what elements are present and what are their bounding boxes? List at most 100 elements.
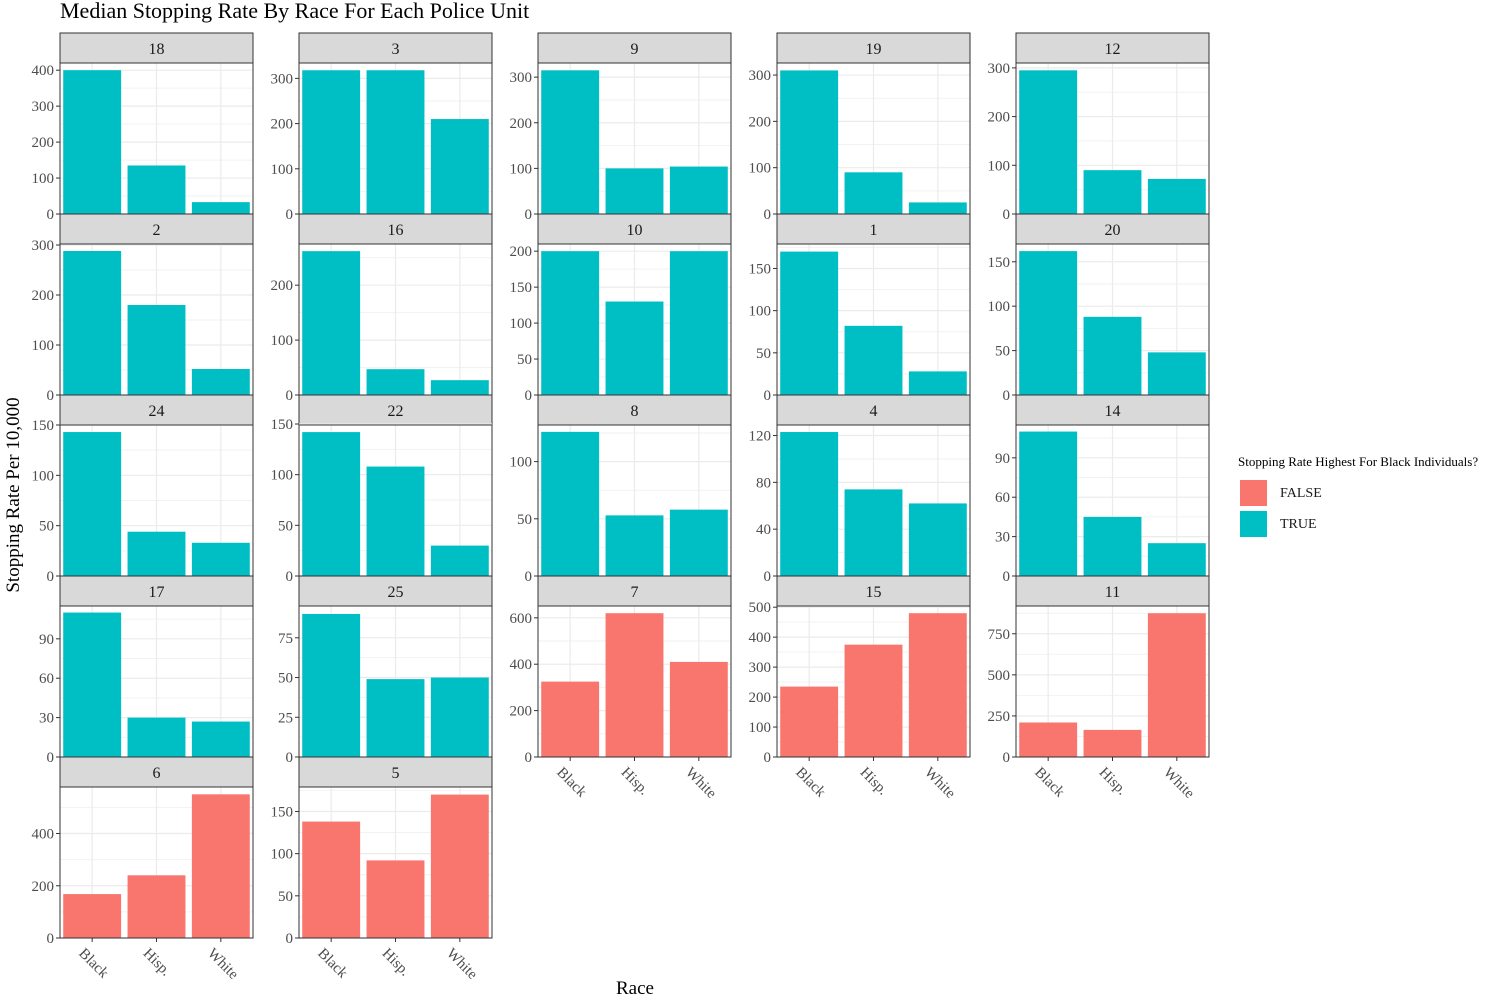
y-tick-label: 400 (510, 657, 533, 673)
facet-strip-label: 10 (627, 222, 643, 239)
bar-2-white (191, 369, 250, 395)
facet-strip-label: 1 (870, 222, 878, 239)
bar-10-black (541, 251, 600, 395)
bar-15-black (780, 686, 839, 757)
bar-9-white (669, 166, 728, 214)
y-tick-label: 100 (988, 158, 1011, 174)
y-tick-label: 0 (47, 388, 55, 404)
bar-18-white (191, 202, 250, 214)
y-tick-label: 50 (517, 352, 532, 368)
y-tick-label: 0 (47, 207, 55, 223)
y-tick-label: 200 (749, 114, 772, 130)
y-tick-label: 150 (988, 255, 1011, 271)
chart-title: Median Stopping Rate By Race For Each Po… (60, 0, 529, 23)
facet-strip-label: 7 (631, 584, 639, 601)
bar-11-black (1019, 722, 1078, 757)
facet-strip (298, 32, 493, 64)
y-tick-label: 100 (988, 299, 1011, 315)
facet-strip (298, 756, 493, 788)
legend: Stopping Rate Highest For Black Individu… (1238, 454, 1478, 539)
bar-9-hisp (605, 168, 664, 214)
y-tick-label: 200 (32, 879, 55, 895)
bar-11-white (1147, 613, 1206, 757)
x-tick-label: Hisp. (1096, 765, 1130, 799)
y-tick-label: 120 (749, 429, 772, 445)
facet-panel-15: 15 0 100 200 300 400 500 Black Hisp. White (749, 575, 971, 802)
bar-1-white (908, 371, 967, 395)
bar-2-hisp (127, 305, 186, 395)
y-tick-label: 300 (988, 61, 1011, 77)
legend-swatch-false (1240, 480, 1267, 506)
bar-18-black (63, 70, 122, 214)
y-tick-label: 0 (525, 207, 533, 223)
y-tick-label: 150 (271, 804, 294, 820)
bar-14-white (1147, 543, 1206, 576)
y-tick-label: 100 (32, 171, 55, 187)
y-tick-label: 0 (1003, 388, 1011, 404)
facet-strip-label: 8 (631, 403, 639, 420)
facet-panel-3: 3 0 100 200 300 (271, 32, 493, 223)
bar-20-hisp (1083, 316, 1142, 395)
facet-strip (537, 32, 732, 64)
y-tick-label: 100 (271, 162, 294, 178)
y-tick-label: 100 (271, 333, 294, 349)
x-tick-label: White (682, 765, 719, 802)
x-tick-label: Hisp. (140, 946, 174, 980)
facet-panel-20: 20 0 50 100 150 (988, 213, 1210, 404)
y-tick-label: 50 (278, 518, 293, 534)
y-tick-label: 0 (525, 750, 533, 766)
y-tick-label: 150 (749, 261, 772, 277)
bar-17-hisp (127, 717, 186, 757)
facet-strip (537, 213, 732, 245)
bar-1-black (780, 251, 839, 395)
x-tick-label: Black (553, 765, 589, 801)
y-tick-label: 100 (32, 338, 55, 354)
bar-16-hisp (366, 369, 425, 395)
x-tick-label: Black (1031, 765, 1067, 801)
facet-panel-25: 25 0 25 50 75 (278, 575, 493, 766)
y-tick-label: 100 (510, 161, 533, 177)
bar-3-black (302, 70, 361, 214)
facet-strip-label: 20 (1105, 222, 1121, 239)
facet-panel-24: 24 0 50 100 150 (32, 394, 254, 585)
bar-19-black (780, 70, 839, 214)
facet-strip-label: 14 (1105, 403, 1121, 420)
y-tick-label: 200 (749, 690, 772, 706)
facet-strip (1015, 213, 1210, 245)
y-tick-label: 0 (286, 388, 294, 404)
y-tick-label: 90 (39, 632, 54, 648)
bar-4-hisp (844, 489, 903, 576)
facet-strip-label: 11 (1105, 584, 1120, 601)
facet-panel-14: 14 0 30 60 90 (995, 394, 1210, 585)
y-tick-label: 80 (756, 475, 771, 491)
bar-11-hisp (1083, 729, 1142, 757)
y-tick-label: 300 (32, 238, 55, 254)
facet-strip (1015, 394, 1210, 426)
legend-title: Stopping Rate Highest For Black Individu… (1238, 454, 1478, 469)
facet-panel-7: 7 0 200 400 600 Black Hisp. White (510, 575, 732, 802)
facet-strip (298, 394, 493, 426)
bar-10-hisp (605, 301, 664, 395)
facet-panel-8: 8 0 50 100 (510, 394, 732, 585)
y-tick-label: 0 (764, 207, 772, 223)
bar-12-hisp (1083, 170, 1142, 214)
y-tick-label: 400 (32, 827, 55, 843)
y-tick-label: 0 (1003, 569, 1011, 585)
bar-15-hisp (844, 644, 903, 757)
y-tick-label: 0 (286, 569, 294, 585)
facet-panel-18: 18 0 100 200 300 400 (32, 32, 254, 223)
facet-strip (59, 575, 254, 607)
bar-12-white (1147, 178, 1206, 214)
bar-25-hisp (366, 679, 425, 757)
facet-strip-label: 2 (153, 222, 161, 239)
y-tick-label: 25 (278, 710, 293, 726)
bar-6-hisp (127, 875, 186, 938)
y-tick-label: 50 (517, 512, 532, 528)
facet-strip-label: 18 (149, 41, 165, 58)
bar-5-black (302, 821, 361, 938)
y-tick-label: 0 (47, 569, 55, 585)
y-tick-label: 50 (39, 519, 54, 535)
y-tick-label: 90 (995, 451, 1010, 467)
y-tick-label: 50 (995, 344, 1010, 360)
y-tick-label: 200 (32, 135, 55, 151)
